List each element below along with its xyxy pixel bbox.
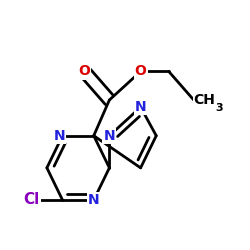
Text: N: N (104, 129, 115, 143)
Text: O: O (78, 64, 90, 78)
Text: N: N (54, 129, 65, 143)
Text: N: N (135, 100, 146, 114)
Text: N: N (88, 193, 100, 207)
Text: 3: 3 (215, 103, 223, 113)
Text: CH: CH (194, 93, 216, 107)
Text: O: O (135, 64, 146, 78)
Text: Cl: Cl (23, 192, 40, 208)
